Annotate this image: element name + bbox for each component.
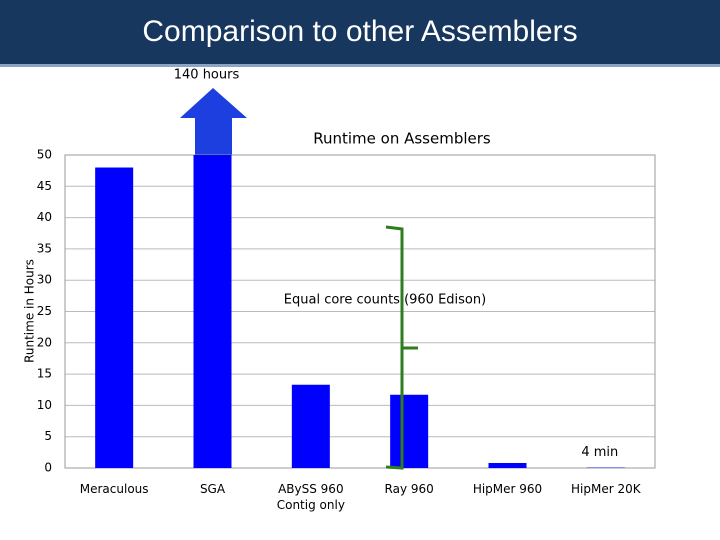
bracket — [385, 225, 418, 470]
y-tick-label: 5 — [44, 429, 52, 443]
y-tick-label: 15 — [37, 367, 52, 381]
slide-title: Comparison to other Assemblers — [0, 0, 720, 67]
y-tick-label: 50 — [37, 148, 52, 162]
y-tick-label: 10 — [37, 398, 52, 412]
y-tick-label: 45 — [37, 179, 52, 193]
y-tick-label: 35 — [37, 241, 52, 255]
bar — [488, 462, 527, 468]
x-tick-label: HipMer 20K — [571, 482, 641, 496]
x-tick-label: SGA — [199, 482, 226, 496]
bar — [193, 155, 232, 468]
y-tick-label: 25 — [37, 304, 52, 318]
annotation: Equal core counts (960 Edison) — [284, 293, 486, 308]
bar — [291, 384, 330, 468]
y-tick-label: 20 — [37, 335, 52, 349]
plot-border — [64, 154, 656, 469]
chart-title: Runtime on Assemblers — [313, 130, 491, 148]
bar — [390, 394, 429, 468]
y-axis-label: Runtime in Hours — [23, 259, 37, 363]
x-tick-label: Meraculous — [79, 482, 149, 496]
overflow-arrow — [180, 88, 247, 155]
x-tick-label: HipMer 960 — [472, 482, 543, 496]
y-tick-label: 0 — [44, 461, 52, 475]
value-label: 4 min — [581, 445, 618, 460]
x-tick-label: ABySS 960 Contig only — [276, 482, 345, 512]
value-label: 140 hours — [174, 68, 240, 83]
x-tick-label: Ray 960 — [384, 482, 434, 496]
y-tick-label: 30 — [37, 273, 52, 287]
bar — [95, 167, 134, 468]
y-tick-label: 40 — [37, 210, 52, 224]
